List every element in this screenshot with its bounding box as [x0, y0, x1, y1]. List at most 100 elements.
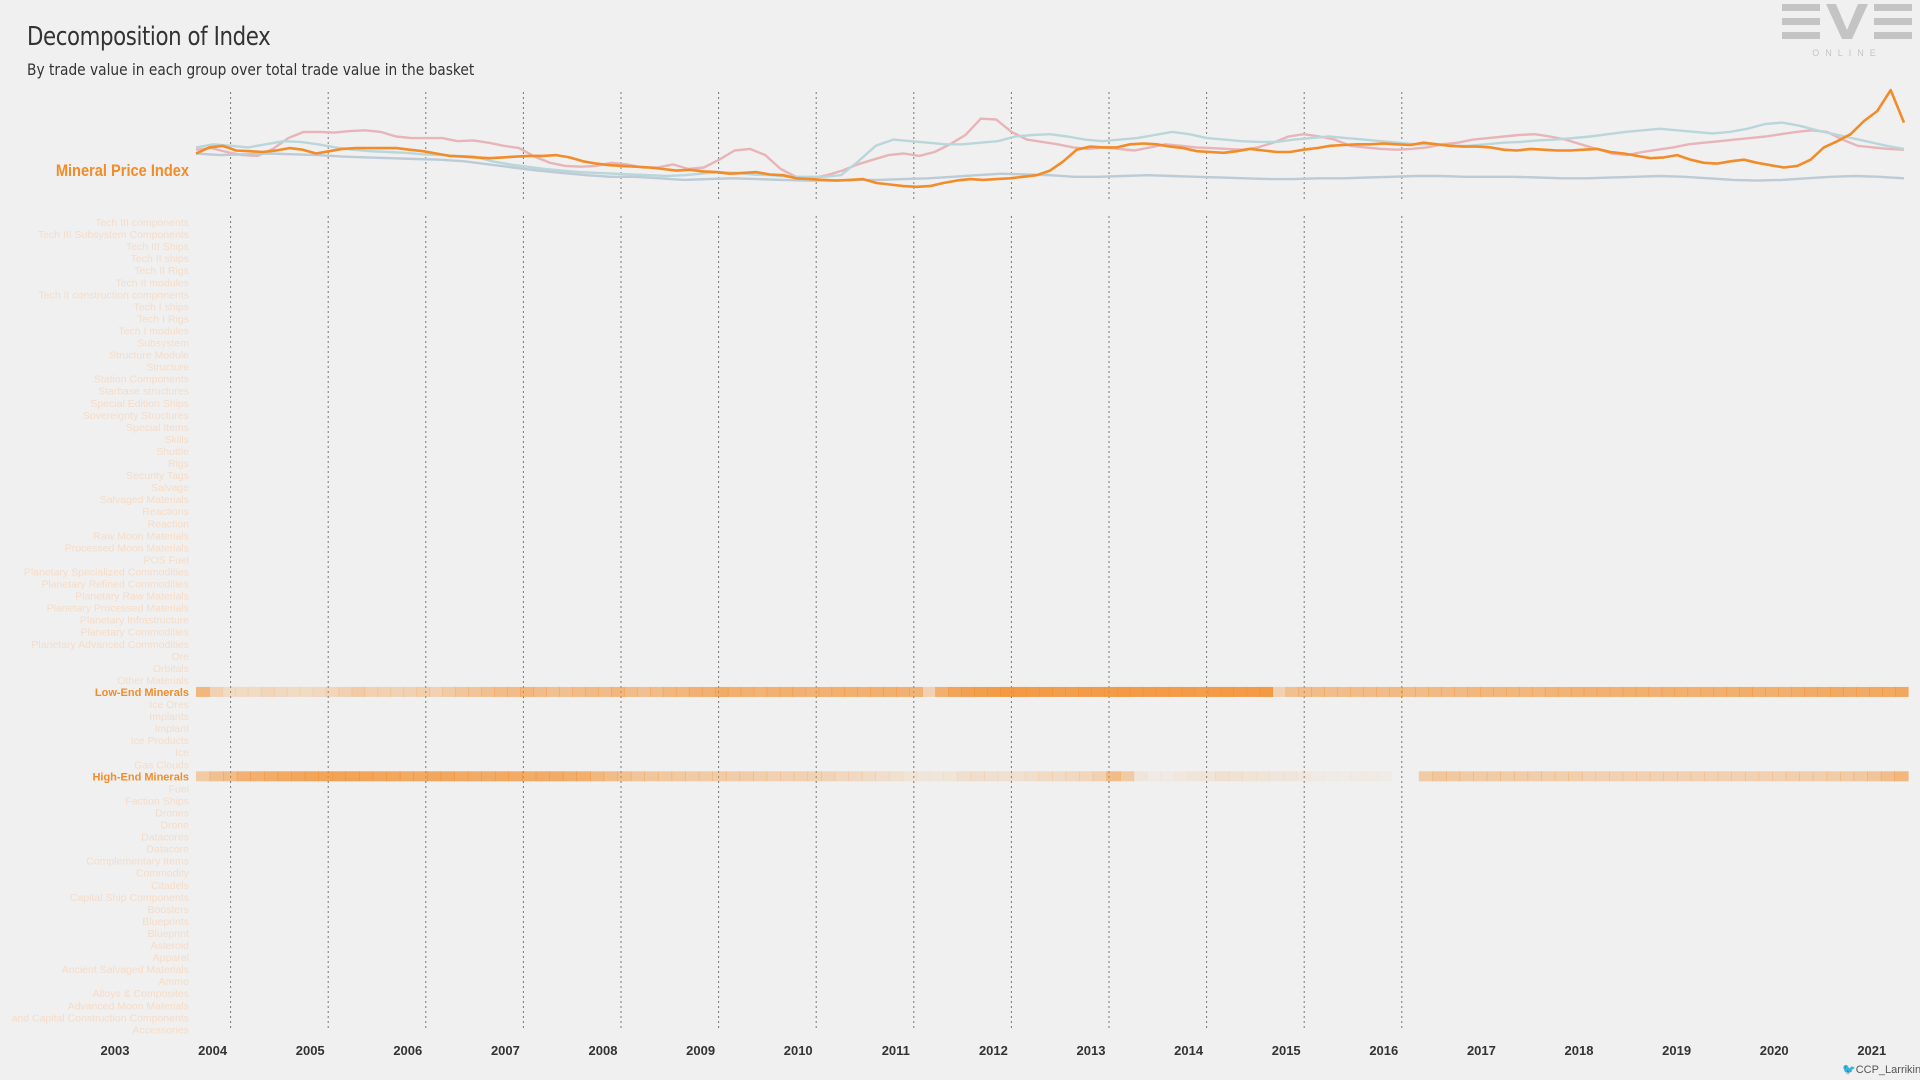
heatmap-cell [1544, 686, 1559, 697]
heatmap-cell [997, 771, 1012, 782]
category-label: Drone [160, 820, 189, 832]
category-label: Implants [149, 711, 189, 723]
category-label: Salvaged Materials [100, 494, 189, 506]
heatmap-cell [1024, 771, 1040, 782]
category-label: Reactions [142, 506, 189, 518]
category-label: Planetary Infrastructure [80, 615, 189, 627]
year-label: 2013 [1077, 1043, 1106, 1058]
heatmap-cell [1649, 771, 1665, 782]
heatmap-cell [1337, 771, 1352, 782]
heatmap-cell [1129, 686, 1144, 697]
heatmap-cell [1194, 686, 1209, 697]
heatmap-cell [739, 771, 754, 782]
heatmap-cell [1174, 771, 1189, 782]
heatmap-cell [454, 771, 469, 782]
year-label: 2018 [1565, 1043, 1594, 1058]
heatmap-cell [1717, 771, 1732, 782]
heatmap-cell [236, 771, 251, 782]
heatmap-cell [1026, 686, 1040, 697]
heatmap-cell [1882, 686, 1896, 697]
heatmap-cell [1467, 686, 1481, 697]
heatmap-cell [1785, 771, 1800, 782]
heatmap-cell [196, 686, 210, 697]
category-label: Ore [171, 651, 189, 663]
heatmap-cell [929, 771, 944, 782]
heatmap-cell [624, 686, 638, 697]
heatmap-cell [1259, 686, 1274, 697]
heatmap-cell [831, 686, 846, 697]
heatmap-cell [1596, 686, 1611, 697]
heatmap-cell [209, 771, 224, 782]
heatmap-cell [1817, 686, 1831, 697]
heatmap-cell [1363, 686, 1377, 697]
category-label: Station Components [94, 374, 189, 386]
heatmap-cell [987, 686, 1001, 697]
heatmap-cell [857, 686, 872, 697]
heatmap-cell [780, 771, 795, 782]
heatmap-row [196, 771, 1909, 782]
category-label: Boosters [148, 904, 189, 916]
category-label: Planetary Refined Commodities [41, 579, 189, 591]
category-label: Alloys & Composites [93, 988, 189, 1000]
heatmap-cell [1486, 771, 1501, 782]
heatmap-cell [896, 686, 910, 697]
heatmap-cell [1583, 686, 1598, 697]
page-title: Decomposition of Index [27, 22, 271, 52]
heatmap-cell [821, 771, 836, 782]
heatmap-cell [585, 686, 599, 697]
heatmap-cell [1636, 771, 1651, 782]
heatmap-cell [1492, 686, 1507, 697]
heatmap-cell [390, 686, 405, 697]
heatmap-cell [1739, 686, 1753, 697]
category-label: Tech III Subsystem Components [38, 229, 189, 241]
heatmap-cell [1119, 771, 1135, 782]
heatmap-cell [286, 686, 301, 697]
heatmap-cell [1215, 771, 1230, 782]
heatmap-cell [1285, 686, 1300, 697]
heatmap-cell [1428, 686, 1442, 697]
heatmap-cell [1713, 686, 1728, 697]
heatmap-cell [520, 686, 534, 697]
category-label: Subsystem [137, 338, 189, 350]
heatmap-cell [260, 686, 275, 697]
heatmap-cell [1830, 686, 1844, 697]
category-label: Implant [155, 723, 190, 735]
heatmap-cell [779, 686, 794, 697]
heatmap-cell [712, 771, 727, 782]
heatmap-cell [649, 686, 664, 697]
heatmap-cell [331, 771, 347, 782]
heatmap-cell [1677, 771, 1692, 782]
heatmap-cell [1389, 686, 1403, 697]
heatmap-cell [345, 771, 360, 782]
heatmap-cell [1895, 686, 1909, 697]
heatmap-cell [888, 771, 904, 782]
category-label: Sovereignty Structures [83, 410, 189, 422]
heatmap-cell [1220, 686, 1235, 697]
heatmap-cell [1518, 686, 1533, 697]
heatmap-cell [611, 686, 625, 697]
heatmap-cell [1079, 771, 1094, 782]
heatmap-cell [1242, 771, 1257, 782]
heatmap-cell [1752, 686, 1766, 697]
heatmap-cell [657, 771, 673, 782]
heatmap-cell [273, 686, 288, 697]
heatmap-cell [1557, 686, 1572, 697]
heatmap-cell [386, 771, 401, 782]
heatmap-cell [1350, 686, 1364, 697]
category-label: Faction Ships [125, 795, 189, 807]
category-label: Raw Moon Materials [93, 530, 189, 542]
heatmap-cell [304, 771, 319, 782]
heatmap-cell [1622, 771, 1637, 782]
heatmap-cell [943, 771, 958, 782]
heatmap-cell [935, 686, 949, 697]
heatmap-cell [1812, 771, 1828, 782]
heatmap-cell [1364, 771, 1379, 782]
category-label: Orbitals [153, 663, 189, 675]
heatmap-cell [1441, 686, 1455, 697]
heatmap-cell [221, 686, 236, 697]
year-label: 2020 [1760, 1043, 1789, 1058]
heatmap-cell [1207, 686, 1222, 697]
category-label: Tech II modules [115, 277, 189, 289]
heatmap-cell [792, 686, 807, 697]
